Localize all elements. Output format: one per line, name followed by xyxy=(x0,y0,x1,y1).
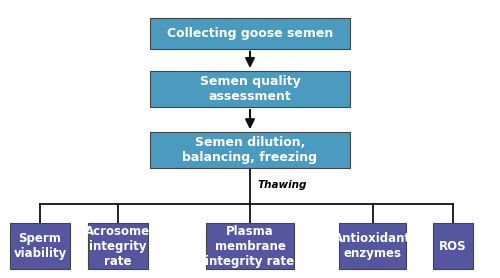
Text: Sperm
viability: Sperm viability xyxy=(14,232,66,260)
Text: Semen dilution,
balancing, freezing: Semen dilution, balancing, freezing xyxy=(182,136,318,164)
FancyBboxPatch shape xyxy=(10,223,70,269)
Text: Semen quality
assessment: Semen quality assessment xyxy=(200,75,300,103)
FancyBboxPatch shape xyxy=(150,18,350,49)
Text: Acrosome
integrity
rate: Acrosome integrity rate xyxy=(85,225,150,267)
Text: Collecting goose semen: Collecting goose semen xyxy=(167,27,333,40)
FancyBboxPatch shape xyxy=(339,223,406,269)
Text: ROS: ROS xyxy=(438,240,466,252)
Text: Plasma
membrane
integrity rate: Plasma membrane integrity rate xyxy=(206,225,294,267)
FancyBboxPatch shape xyxy=(150,71,350,107)
Text: Thawing: Thawing xyxy=(258,180,307,190)
FancyBboxPatch shape xyxy=(150,132,350,168)
FancyBboxPatch shape xyxy=(432,223,472,269)
FancyBboxPatch shape xyxy=(206,223,294,269)
FancyBboxPatch shape xyxy=(88,223,148,269)
Text: Antioxidant
enzymes: Antioxidant enzymes xyxy=(334,232,411,260)
